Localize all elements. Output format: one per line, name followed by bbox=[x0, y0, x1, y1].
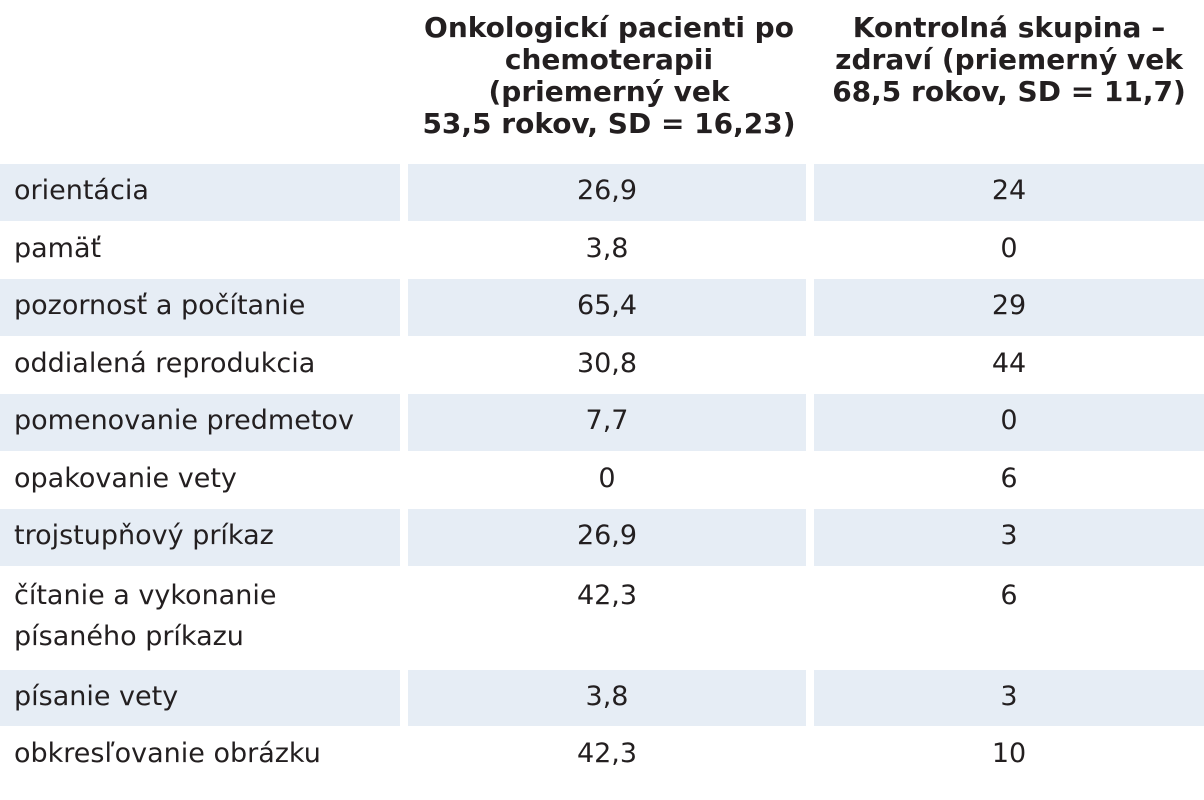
control-value: 6 bbox=[814, 450, 1204, 508]
cell-gap bbox=[806, 163, 814, 221]
cell-gap bbox=[400, 565, 408, 669]
oncology-value: 65,4 bbox=[408, 278, 806, 336]
header-gap bbox=[806, 0, 814, 163]
row-label-line: pomenovanie predmetov bbox=[14, 405, 354, 436]
cell-gap bbox=[806, 508, 814, 566]
table-header-row: Onkologickí pacienti po chemoterapii (pr… bbox=[0, 0, 1204, 163]
row-label: opakovanie vety bbox=[0, 450, 400, 508]
cell-gap bbox=[400, 508, 408, 566]
control-value: 24 bbox=[814, 163, 1204, 221]
row-label: čítanie a vykonanie písaného príkazu bbox=[0, 565, 400, 669]
row-label: pamäť bbox=[0, 220, 400, 278]
oncology-value: 7,7 bbox=[408, 393, 806, 451]
cell-gap bbox=[400, 450, 408, 508]
cell-gap bbox=[400, 668, 408, 726]
header-gap bbox=[400, 0, 408, 163]
row-label-line: oddialená reprodukcia bbox=[14, 347, 316, 379]
row-label-line: čítanie a vykonanie bbox=[14, 579, 277, 611]
table-row: pomenovanie predmetov 7,7 0 bbox=[0, 393, 1204, 451]
cell-gap bbox=[400, 393, 408, 451]
row-label-line: opakovanie vety bbox=[14, 462, 237, 494]
header-oncology-line-2: chemoterapii bbox=[504, 43, 714, 76]
row-label-line: písanie vety bbox=[14, 680, 179, 712]
row-label: oddialená reprodukcia bbox=[0, 335, 400, 393]
table-body: orientácia 26,9 24 pamäť 3,8 0 pozornosť… bbox=[0, 163, 1204, 784]
table-row: orientácia 26,9 24 bbox=[0, 163, 1204, 221]
row-label: pomenovanie predmetov bbox=[0, 393, 400, 451]
row-label: písanie vety bbox=[0, 668, 400, 726]
header-oncology-line-4: 53,5 rokov, SD = 16,23) bbox=[422, 107, 796, 140]
row-label: trojstupňový príkaz bbox=[0, 508, 400, 566]
table-row: pozornosť a počítanie 65,4 29 bbox=[0, 278, 1204, 336]
cell-gap bbox=[806, 278, 814, 336]
table-row: čítanie a vykonanie písaného príkazu 42,… bbox=[0, 565, 1204, 669]
header-oncology-line-3: (priemerný vek bbox=[488, 75, 730, 108]
control-value: 44 bbox=[814, 335, 1204, 393]
row-label-line: pamäť bbox=[14, 232, 102, 264]
cell-gap bbox=[400, 220, 408, 278]
row-label-line: pozornosť a počítanie bbox=[14, 290, 306, 321]
oncology-value: 26,9 bbox=[408, 508, 806, 566]
row-label-line: trojstupňový príkaz bbox=[14, 520, 274, 551]
cell-gap bbox=[400, 163, 408, 221]
oncology-value: 26,9 bbox=[408, 163, 806, 221]
table-row: opakovanie vety 0 6 bbox=[0, 450, 1204, 508]
cell-gap bbox=[806, 393, 814, 451]
control-value: 0 bbox=[814, 220, 1204, 278]
row-label: pozornosť a počítanie bbox=[0, 278, 400, 336]
control-value: 0 bbox=[814, 393, 1204, 451]
cell-gap bbox=[806, 565, 814, 669]
control-value: 3 bbox=[814, 668, 1204, 726]
header-oncology-patients: Onkologickí pacienti po chemoterapii (pr… bbox=[408, 0, 806, 163]
oncology-value: 0 bbox=[408, 450, 806, 508]
row-label-line: obkresľovanie obrázku bbox=[14, 738, 321, 769]
header-control-line-1: Kontrolná skupina – bbox=[852, 11, 1166, 44]
oncology-value: 3,8 bbox=[408, 220, 806, 278]
control-value: 29 bbox=[814, 278, 1204, 336]
control-value: 6 bbox=[814, 565, 1204, 669]
header-label-column bbox=[0, 0, 400, 163]
control-value: 10 bbox=[814, 726, 1204, 784]
cell-gap bbox=[806, 220, 814, 278]
header-control-line-3: 68,5 rokov, SD = 11,7) bbox=[832, 75, 1186, 108]
row-label-line: písaného príkazu bbox=[14, 620, 244, 652]
table-row: oddialená reprodukcia 30,8 44 bbox=[0, 335, 1204, 393]
table-row: pamäť 3,8 0 bbox=[0, 220, 1204, 278]
row-label: obkresľovanie obrázku bbox=[0, 726, 400, 784]
oncology-value: 30,8 bbox=[408, 335, 806, 393]
row-label: orientácia bbox=[0, 163, 400, 221]
header-control-group: Kontrolná skupina – zdraví (priemerný ve… bbox=[814, 0, 1204, 163]
cell-gap bbox=[806, 726, 814, 784]
cell-gap bbox=[806, 335, 814, 393]
header-oncology-line-1: Onkologickí pacienti po bbox=[424, 11, 794, 44]
oncology-value: 42,3 bbox=[408, 565, 806, 669]
cell-gap bbox=[400, 278, 408, 336]
table-row: obkresľovanie obrázku 42,3 10 bbox=[0, 726, 1204, 784]
table-row: písanie vety 3,8 3 bbox=[0, 668, 1204, 726]
oncology-value: 3,8 bbox=[408, 668, 806, 726]
header-control-line-2: zdraví (priemerný vek bbox=[835, 43, 1183, 76]
cell-gap bbox=[806, 668, 814, 726]
table-row: trojstupňový príkaz 26,9 3 bbox=[0, 508, 1204, 566]
oncology-value: 42,3 bbox=[408, 726, 806, 784]
cell-gap bbox=[400, 335, 408, 393]
cell-gap bbox=[400, 726, 408, 784]
row-label-line: orientácia bbox=[14, 175, 149, 206]
control-value: 3 bbox=[814, 508, 1204, 566]
cell-gap bbox=[806, 450, 814, 508]
